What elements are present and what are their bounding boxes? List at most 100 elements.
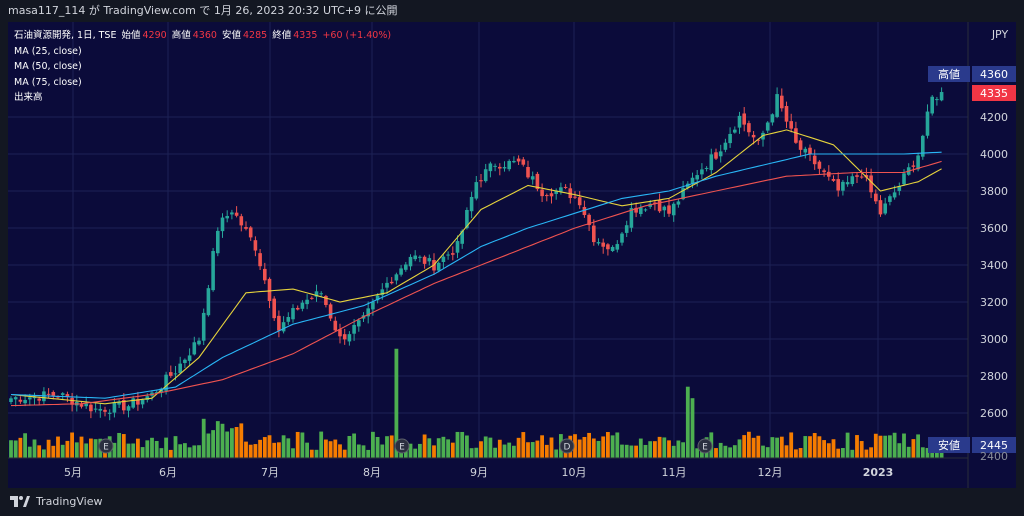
candle-body	[577, 197, 582, 206]
candle-body	[667, 205, 671, 214]
candle-body	[357, 320, 361, 327]
volume-bar	[634, 445, 638, 458]
candle-body	[244, 227, 248, 229]
volume-bar	[648, 441, 653, 458]
candle-body	[460, 230, 464, 244]
volume-bar	[883, 435, 888, 458]
candle-body	[747, 123, 751, 133]
candle-body	[704, 167, 709, 169]
ma50-legend[interactable]: MA (50, close)	[14, 61, 82, 72]
event-marker-letter: E	[399, 443, 405, 453]
ma75-legend[interactable]: MA (75, close)	[14, 76, 82, 88]
volume-bar	[178, 444, 183, 458]
price-tick-label: 3400	[980, 259, 1008, 272]
volume-bar	[394, 348, 399, 458]
volume-bar	[469, 448, 474, 458]
tradingview-logo[interactable]: TradingView	[10, 494, 102, 508]
volume-bar	[375, 437, 380, 458]
volume-bar	[798, 448, 803, 458]
volume-bar	[319, 431, 324, 458]
volume-bar	[483, 436, 488, 458]
candle-body	[916, 155, 920, 170]
volume-bar	[206, 433, 211, 458]
volume-bar	[136, 438, 140, 458]
volume-bar	[338, 444, 342, 458]
volume-bar	[779, 436, 784, 458]
symbol-name[interactable]: 石油資源開発, 1日, TSE	[14, 30, 117, 41]
volume-bar	[460, 431, 465, 458]
event-marker-letter: E	[702, 443, 708, 453]
volume-bar	[253, 444, 258, 458]
candle-body	[399, 268, 403, 275]
volume-bar	[225, 431, 230, 458]
low-value: 4285	[242, 30, 268, 41]
candle-body	[272, 298, 276, 319]
volume-bar	[850, 449, 855, 458]
volume-bar	[201, 418, 206, 458]
candle-body	[671, 203, 676, 216]
volume-bar	[826, 443, 831, 458]
candle-body	[568, 188, 573, 199]
candle-body	[690, 177, 695, 184]
candle-body	[446, 254, 450, 256]
ma25-legend[interactable]: MA (25, close)	[14, 45, 82, 57]
chart-panel[interactable]	[8, 22, 1016, 488]
volume-bar	[347, 435, 352, 458]
volume-bar	[521, 432, 526, 458]
volume-bar	[512, 445, 516, 458]
candle-body	[154, 392, 159, 394]
volume-bar	[582, 436, 587, 458]
volume-bar	[230, 428, 234, 458]
event-marker-badge	[559, 438, 575, 454]
candle-body	[521, 159, 526, 165]
volume-bar	[808, 436, 812, 458]
candle-body	[28, 397, 32, 400]
candle-body	[587, 214, 591, 226]
volume-bar	[70, 432, 74, 458]
volume-bar	[906, 446, 911, 458]
volume-legend[interactable]: 出来高	[14, 92, 43, 103]
high-label: 高値	[171, 30, 191, 41]
candle-body	[56, 396, 60, 398]
volume-bar	[248, 444, 253, 458]
time-tick-label: 6月	[159, 466, 177, 479]
candle-body	[817, 161, 822, 169]
volume-bar	[591, 438, 596, 458]
candle-body	[136, 399, 140, 405]
candle-body	[338, 329, 342, 337]
candle-body	[634, 207, 638, 213]
volume-bar	[300, 432, 305, 458]
volume-bar	[873, 433, 878, 458]
candle-body	[427, 258, 432, 262]
ma75-line	[10, 160, 942, 407]
volume-bar	[117, 432, 121, 458]
candle-body	[775, 94, 779, 117]
low-tag-label: 安値	[938, 438, 960, 452]
volume-bar	[150, 437, 154, 458]
candle-body	[131, 398, 135, 408]
price-axis: 2600 2800 3000 3200 3400 3600 3800 4000 4200	[980, 111, 1008, 420]
candle-body	[681, 188, 685, 200]
price-tick-label: 4200	[980, 111, 1008, 124]
event-marker-badge	[697, 438, 713, 454]
candle-body	[709, 154, 714, 171]
volume-bar	[131, 443, 136, 458]
candle-body	[780, 95, 784, 109]
candle-body	[70, 397, 74, 405]
volume-bar	[385, 436, 389, 458]
volume-bar	[333, 439, 338, 458]
candle-body	[639, 207, 643, 215]
candle-body	[164, 374, 168, 391]
volume-bar	[765, 447, 770, 458]
time-tick-label: 12月	[758, 466, 783, 479]
candle-body	[371, 301, 375, 310]
candle-body	[291, 308, 295, 320]
volume-bar	[606, 432, 610, 458]
candle-body	[418, 256, 422, 258]
volume-bar	[173, 436, 178, 458]
candle-body	[653, 202, 657, 204]
candle-body	[714, 152, 718, 159]
candle-body	[342, 334, 347, 340]
volume-bar	[596, 440, 601, 458]
